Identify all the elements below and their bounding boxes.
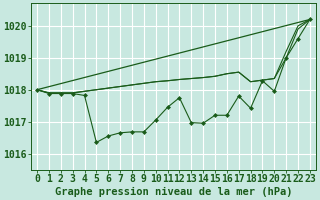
X-axis label: Graphe pression niveau de la mer (hPa): Graphe pression niveau de la mer (hPa) <box>55 186 292 197</box>
